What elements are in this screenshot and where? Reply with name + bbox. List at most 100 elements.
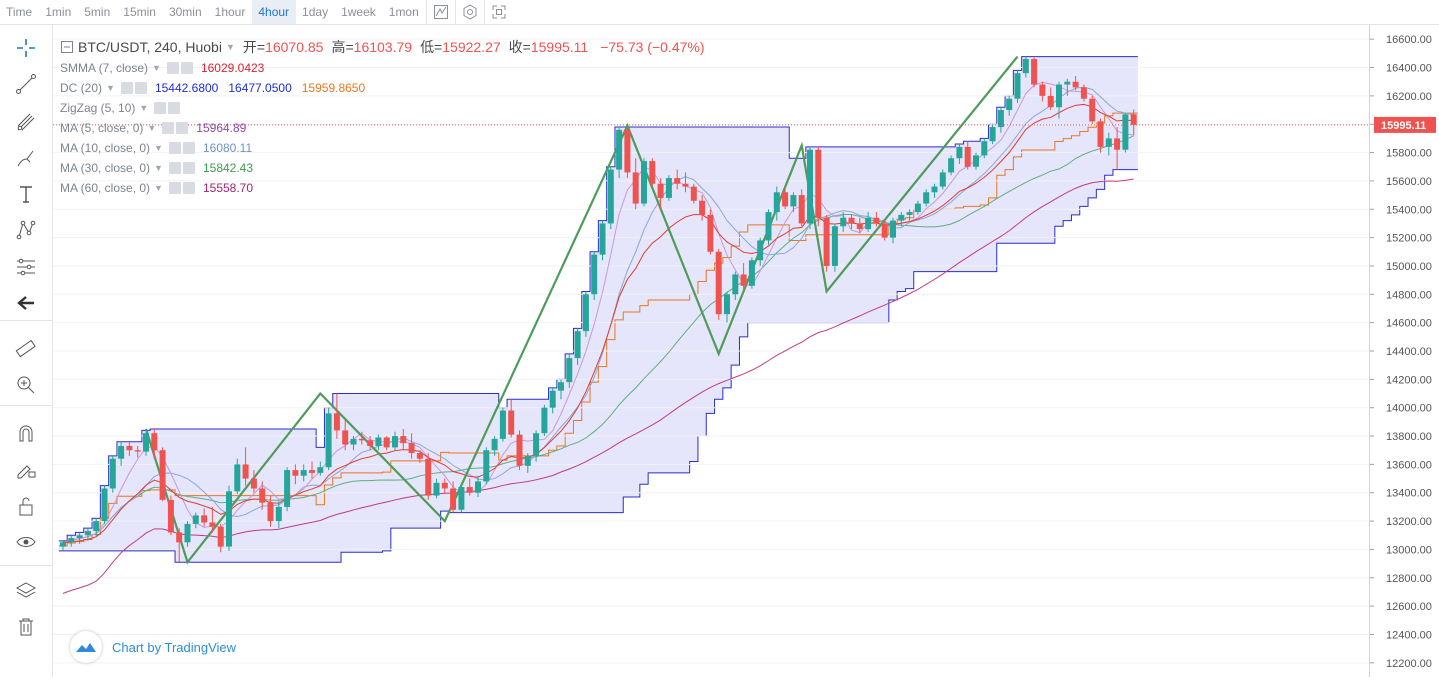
timeframe-1min[interactable]: 1min: [45, 5, 72, 19]
indicator-caret-icon[interactable]: ▼: [139, 103, 149, 113]
indicator-settings-icon[interactable]: [168, 162, 181, 174]
candle-up: [748, 260, 755, 286]
indicator-caret-icon[interactable]: ▼: [154, 143, 163, 153]
indicator-name[interactable]: DC (20): [60, 81, 103, 95]
candle-up: [284, 470, 291, 507]
text-icon[interactable]: [12, 180, 40, 208]
indicator-name[interactable]: SMMA (7, close): [60, 61, 149, 75]
symbol-caret-icon[interactable]: ▼: [225, 42, 235, 52]
brush-icon[interactable]: [12, 144, 40, 172]
indicator-row[interactable]: MA (10, close, 0) ▼ 16080.11: [60, 138, 705, 158]
fullscreen-icon[interactable]: [483, 0, 513, 24]
indicator-name[interactable]: MA (5, close, 0): [60, 121, 144, 135]
indicator-row[interactable]: MA (60, close, 0) ▼ 15558.70: [60, 178, 705, 198]
eye-icon[interactable]: [12, 528, 40, 556]
timeframe-5min[interactable]: 5min: [84, 5, 111, 19]
chart-style-icon[interactable]: [425, 0, 455, 24]
price-chart[interactable]: [53, 25, 1369, 677]
candle-down: [649, 161, 656, 184]
back-arrow-icon[interactable]: [12, 289, 40, 317]
smma7-line: [62, 103, 1134, 543]
indicator-caret-icon[interactable]: ▼: [147, 123, 157, 133]
indicator-remove-icon[interactable]: [176, 122, 189, 134]
candle-up: [184, 523, 191, 543]
candle-up: [1006, 98, 1013, 111]
pattern-icon[interactable]: [12, 216, 40, 244]
collapse-legend-icon[interactable]: [60, 40, 74, 54]
indicator-row[interactable]: DC (20) ▼ 15442.6800 16477.0500 15959.8650: [60, 78, 705, 98]
timeframe-1hour[interactable]: 1hour: [214, 5, 246, 19]
crosshair-icon[interactable]: [12, 34, 40, 62]
candle-down: [267, 502, 274, 522]
tradingview-branding[interactable]: Chart by TradingView: [70, 631, 236, 663]
indicator-settings-icon[interactable]: [166, 62, 179, 74]
settings-hex-icon[interactable]: [454, 0, 484, 24]
timeframe-1mon[interactable]: 1mon: [388, 5, 419, 19]
price-axis-svg[interactable]: 12200.00 12400.00 12600.00 12800.00 13000.00…: [1370, 25, 1439, 677]
trash-icon[interactable]: [12, 613, 40, 641]
layers-icon[interactable]: [12, 577, 40, 605]
indicator-settings-icon[interactable]: [168, 142, 181, 154]
indicator-caret-icon[interactable]: ▼: [154, 183, 163, 193]
ma5-line: [62, 81, 1134, 543]
symbol-title[interactable]: BTC/USDT, 240, Huobi: [78, 39, 222, 55]
indicator-settings-icon[interactable]: [168, 182, 181, 194]
candle-up: [375, 437, 382, 446]
donchian-basis-line: [58, 112, 1138, 547]
fib-icon[interactable]: [12, 253, 40, 281]
indicator-caret-icon[interactable]: ▼: [106, 83, 115, 93]
indicator-row[interactable]: MA (30, close, 0) ▼ 15842.43: [60, 158, 705, 178]
price-axis[interactable]: 12200.00 12400.00 12600.00 12800.00 13000.00…: [1369, 25, 1439, 677]
indicator-name[interactable]: ZigZag (5, 10): [60, 101, 136, 115]
chart-plot-area[interactable]: [53, 25, 1369, 677]
indicator-row[interactable]: MA (5, close, 0) ▼ 15964.89: [60, 118, 705, 138]
indicator-remove-icon[interactable]: [168, 102, 181, 114]
candle-down: [1130, 114, 1137, 125]
lock-pencil-icon[interactable]: [12, 455, 40, 483]
pitchfork-icon[interactable]: [12, 108, 40, 136]
price-tick-label: 14000.00: [1386, 403, 1432, 415]
indicator-value: 15959.8650: [301, 81, 366, 95]
indicator-settings-icon[interactable]: [162, 122, 175, 134]
timeframe-1day[interactable]: 1day: [302, 5, 329, 19]
candle-up: [973, 155, 979, 167]
indicator-remove-icon[interactable]: [182, 182, 195, 194]
indicator-name[interactable]: MA (60, close, 0): [60, 181, 151, 195]
sidebar-divider: [0, 565, 52, 566]
price-tick-label: 12600.00: [1386, 601, 1432, 613]
timeframe-4hour[interactable]: 4hour: [252, 0, 297, 24]
indicator-name[interactable]: MA (10, close, 0): [60, 141, 151, 155]
trend-line-icon[interactable]: [12, 70, 40, 98]
close-label: 收=: [508, 39, 531, 55]
candle-up: [499, 410, 506, 439]
candle-up: [317, 467, 324, 473]
timeframe-15min[interactable]: 15min: [123, 5, 156, 19]
candle-up: [1056, 84, 1062, 108]
candle-down: [201, 515, 208, 523]
price-tick-label: 12800.00: [1386, 573, 1432, 585]
ruler-icon[interactable]: [12, 335, 40, 363]
timeframe-time[interactable]: Time: [6, 5, 33, 19]
last-price-label: 15995.11: [1381, 120, 1426, 132]
timeframe-30min[interactable]: 30min: [168, 5, 202, 19]
timeframe-1week[interactable]: 1week: [341, 5, 376, 19]
indicator-row[interactable]: SMMA (7, close) ▼ 16029.0423: [60, 58, 705, 78]
last-price-badge: [1374, 116, 1436, 133]
indicator-name[interactable]: MA (30, close, 0): [60, 161, 151, 175]
zoom-in-icon[interactable]: [12, 371, 40, 399]
candle-up: [724, 294, 730, 315]
indicator-settings-icon[interactable]: [120, 82, 133, 94]
unlock-icon[interactable]: [12, 492, 40, 520]
candle-down: [856, 223, 863, 230]
indicator-remove-icon[interactable]: [134, 82, 147, 94]
magnet-icon[interactable]: [12, 419, 40, 447]
candle-up: [433, 482, 440, 496]
indicator-remove-icon[interactable]: [182, 162, 195, 174]
indicator-caret-icon[interactable]: ▼: [154, 163, 163, 173]
candle-up: [93, 521, 100, 532]
indicator-remove-icon[interactable]: [182, 142, 195, 154]
indicator-settings-icon[interactable]: [154, 102, 167, 114]
indicator-remove-icon[interactable]: [180, 62, 193, 74]
indicator-caret-icon[interactable]: ▼: [152, 63, 161, 73]
indicator-row[interactable]: ZigZag (5, 10) ▼: [60, 98, 705, 118]
